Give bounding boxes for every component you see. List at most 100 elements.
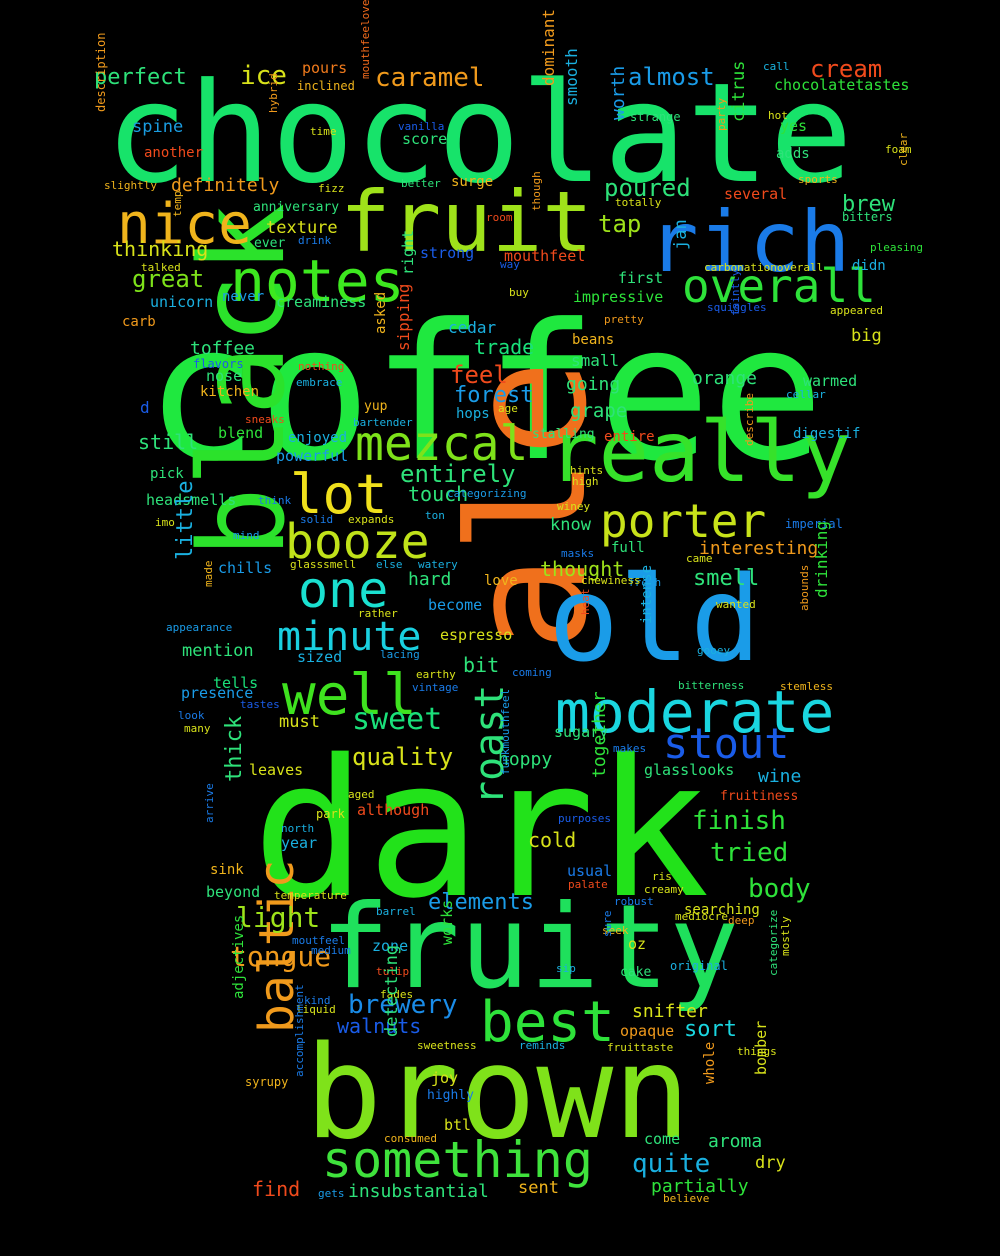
cloud-word: snifter	[632, 1001, 708, 1022]
cloud-word: seek	[602, 924, 629, 937]
cloud-word: many	[184, 722, 211, 735]
cloud-word: bit	[463, 653, 500, 677]
cloud-word: vintage	[412, 681, 459, 694]
cloud-word: big	[851, 326, 882, 346]
cloud-word: one	[298, 561, 389, 619]
cloud-word: party	[715, 97, 728, 131]
cloud-word: headsmells	[146, 491, 237, 509]
cloud-word: surge	[451, 174, 494, 190]
cloud-word: dominant	[539, 8, 558, 86]
cloud-word: usual	[567, 862, 613, 880]
cloud-word: better	[401, 177, 441, 190]
cloud-word: know	[550, 515, 591, 535]
cloud-word: mouthfeeloverall	[359, 0, 372, 79]
cloud-word: never	[222, 289, 265, 305]
cloud-word: enjoyed	[288, 430, 348, 446]
cloud-word: smooth	[562, 48, 581, 106]
cloud-word: bitters	[842, 210, 893, 224]
cloud-word: came	[686, 552, 713, 565]
cloud-word: faintly	[729, 269, 742, 316]
cloud-word: lot	[290, 463, 388, 526]
cloud-word: moutfeel	[292, 934, 345, 947]
cloud-word: creaminess	[276, 293, 367, 311]
cloud-word: almost	[628, 63, 715, 91]
cloud-word: inclined	[297, 79, 355, 93]
cloud-word: dry	[755, 1153, 786, 1173]
cloud-word: park	[316, 807, 345, 821]
cloud-word: moderate	[555, 678, 835, 746]
cloud-word: barrel	[376, 905, 416, 918]
cloud-word: hybrid	[267, 73, 280, 113]
cloud-word: booze	[285, 514, 430, 570]
cloud-word: pleasing	[870, 241, 923, 254]
cloud-word: searching	[684, 902, 760, 918]
cloud-word: beyond	[206, 883, 261, 901]
cloud-word: grape	[570, 400, 628, 422]
cloud-word: presence	[181, 684, 254, 702]
cloud-word: fruity	[320, 880, 740, 1015]
cloud-word: fresh	[628, 576, 662, 589]
cloud-word: notes	[230, 247, 405, 315]
cloud-word: reminds	[519, 1039, 566, 1052]
cloud-word: appeared	[830, 304, 883, 317]
cloud-word: didn	[852, 258, 886, 274]
cloud-word: worth	[608, 65, 629, 120]
cloud-word: mind	[233, 529, 260, 542]
cloud-word: tastes	[240, 698, 280, 711]
cloud-word: together	[589, 691, 610, 778]
cloud-word: strange	[630, 110, 681, 124]
cloud-word: fizz	[318, 182, 345, 195]
cloud-word: love	[484, 573, 518, 589]
cloud-word: rich	[648, 193, 851, 291]
cloud-word: leaves	[249, 761, 304, 779]
cloud-word: forest	[454, 383, 534, 408]
cloud-word: intense	[639, 564, 655, 624]
cloud-word: best	[480, 990, 615, 1055]
cloud-word: sports	[798, 173, 838, 186]
cloud-word: glasssmell	[290, 558, 357, 571]
cloud-word: several	[724, 185, 788, 203]
cloud-word: impressive	[573, 288, 664, 306]
cloud-word: deep	[728, 914, 755, 927]
cloud-word: quite	[632, 1149, 711, 1179]
cloud-word: sent	[518, 1178, 559, 1198]
cloud-word: medium	[311, 944, 351, 957]
cloud-word: high	[572, 475, 599, 488]
cloud-word: carbonationoverall	[704, 261, 824, 274]
cloud-word: sink	[210, 862, 244, 878]
cloud-word: coming	[512, 666, 552, 679]
cloud-word: foam	[885, 143, 912, 156]
cloud-word: look	[178, 709, 205, 722]
cloud-word: kind	[304, 994, 331, 1007]
cloud-word: though	[530, 171, 543, 211]
cloud-word: works	[438, 899, 456, 945]
cloud-word: overall	[682, 259, 876, 313]
cloud-word: watery	[418, 558, 458, 571]
cloud-word: fades	[380, 988, 414, 1001]
cloud-word: well	[282, 663, 417, 728]
cloud-word: vanilla	[398, 120, 445, 133]
cloud-word: walnuts	[337, 1014, 422, 1038]
cloud-word: old	[548, 550, 762, 688]
cloud-word: sneaks	[245, 413, 285, 426]
cloud-word: aroma	[708, 1131, 763, 1152]
cloud-word: definitely	[171, 175, 280, 196]
cloud-word: imperial	[785, 517, 843, 531]
cloud-word: things	[737, 1045, 777, 1058]
cloud-word: expands	[348, 513, 395, 526]
cloud-word: funkmouthfeel	[499, 688, 512, 775]
cloud-word: cedar	[448, 318, 497, 337]
cloud-word: cold	[528, 828, 577, 852]
cloud-word: gooey	[697, 644, 731, 657]
cloud-word: believe	[663, 1192, 710, 1205]
cloud-word: thought	[540, 557, 625, 581]
cloud-word: perfect	[94, 65, 187, 90]
cloud-word: blend	[218, 424, 264, 442]
cloud-word: consumed	[384, 1132, 437, 1145]
cloud-word: touch	[408, 482, 469, 506]
cloud-word: categorizing	[447, 487, 527, 500]
cloud-word: warmed	[803, 372, 858, 390]
cloud-word: entire	[604, 429, 655, 445]
cloud-word: unicorn	[150, 293, 214, 311]
